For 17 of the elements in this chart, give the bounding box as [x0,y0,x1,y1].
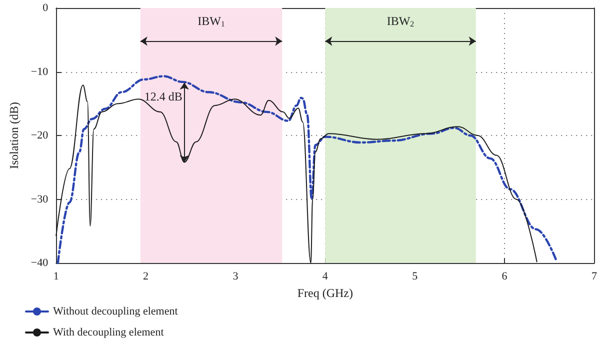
y-axis-title: Isolation (dB) [7,102,21,169]
legend-label: Without decoupling element [53,306,178,318]
x-tick-label: 2 [143,270,149,282]
x-tick-label: 3 [232,270,239,282]
y-tick-label: −20 [30,130,49,142]
y-tick-label: 0 [42,2,49,14]
annotation: 12.4 dB [144,90,182,104]
x-axis-title: Freq (GHz) [297,286,354,300]
x-tick-label: 7 [592,270,598,282]
x-tick-label: 6 [502,270,508,282]
y-tick-label: −40 [30,257,49,269]
x-tick-label: 5 [412,270,418,282]
y-tick-label: −10 [30,66,49,78]
x-tick-label: 1 [53,270,59,282]
y-tick-label: −30 [30,193,49,206]
x-tick-label: 4 [322,270,328,282]
legend-label: With decoupling element [53,326,164,338]
